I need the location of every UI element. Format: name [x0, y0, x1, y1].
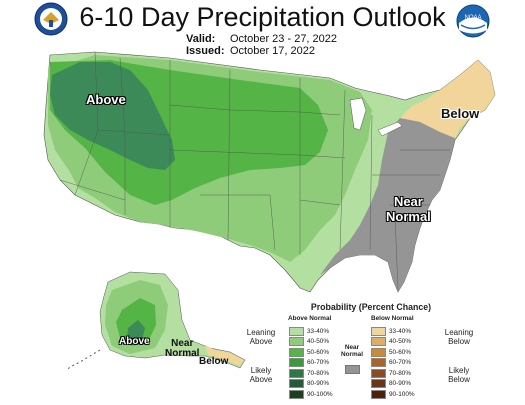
above-swatch [289, 379, 304, 389]
label-above-alaska: Above [119, 336, 150, 347]
above-swatch-label: 90-100% [307, 390, 333, 398]
leaning-below-line1: Leaning [444, 328, 474, 337]
legend-near-normal-header: Near Normal [340, 344, 364, 358]
below-swatch-row: 90-100% [371, 389, 415, 400]
above-swatch-row: 50-60% [289, 347, 333, 358]
below-swatch [371, 337, 386, 347]
noaa-logo-icon: NOAA [456, 4, 490, 38]
below-swatch-label: 40-50% [389, 338, 412, 346]
below-swatch-label: 33-40% [389, 327, 412, 335]
above-swatch-label: 70-80% [307, 369, 330, 377]
ak-near-line2: Normal [165, 348, 200, 359]
region-near-normal [320, 118, 455, 292]
label-near-normal-conus: Near Normal [386, 194, 431, 224]
label-near-normal-alaska: Near Normal [165, 339, 199, 359]
legend-near-line2: Normal [340, 351, 364, 358]
label-below-alaska: Below [199, 356, 229, 367]
below-swatch [371, 368, 386, 378]
great-lakes [349, 97, 367, 131]
below-swatch-row: 33-40% [371, 326, 415, 337]
below-swatch [371, 326, 386, 336]
legend-near-normal-swatch [345, 365, 360, 374]
above-swatch [289, 347, 304, 357]
leaning-above-line1: Leaning [246, 328, 276, 337]
below-swatch-row: 50-60% [371, 347, 415, 358]
above-swatch [289, 389, 304, 399]
likely-above-line2: Above [249, 375, 273, 384]
above-swatch-row: 40-50% [289, 337, 333, 348]
lake-erie [377, 121, 403, 137]
alaska-60-70 [127, 320, 145, 343]
legend-above-column: 33-40% 40-50% 50-60% 60-70% 70-80% 80-90% 90-1… [289, 326, 333, 400]
below-swatch [371, 358, 386, 368]
below-swatch-label: 90-100% [389, 390, 415, 398]
above-swatch-row: 60-70% [289, 358, 333, 369]
above-swatch [289, 358, 304, 368]
legend-title: Probability (Percent Chance) [310, 302, 432, 312]
legend-near-line1: Near [344, 344, 360, 351]
issued-value: October 17, 2022 [230, 45, 316, 57]
above-swatch [289, 337, 304, 347]
near-normal-line2: Normal [386, 209, 431, 224]
legend-below-header: Below Normal [371, 315, 414, 322]
below-swatch-row: 80-90% [371, 379, 415, 390]
above-swatch-label: 50-60% [307, 348, 330, 356]
label-below-northeast: Below [441, 106, 480, 121]
below-swatch-row: 70-80% [371, 368, 415, 379]
above-swatch [289, 326, 304, 336]
valid-key: Valid: [186, 33, 216, 45]
above-swatch-row: 80-90% [289, 379, 333, 390]
above-swatch-label: 40-50% [307, 338, 330, 346]
below-swatch-label: 70-80% [389, 369, 412, 377]
leaning-below-line2: Below [448, 337, 470, 346]
legend-likely-above: Likely Above [241, 366, 281, 384]
alaska-below [205, 345, 244, 366]
above-swatch-row: 70-80% [289, 368, 333, 379]
noaa-logo-text: NOAA [464, 15, 481, 21]
likely-below-line2: Below [448, 375, 470, 384]
below-swatch-label: 60-70% [389, 359, 412, 367]
above-swatch-label: 80-90% [307, 380, 330, 388]
map-title: 6-10 Day Precipitation Outlook [79, 2, 446, 32]
legend-leaning-above: Leaning Above [241, 328, 281, 346]
date-block: Valid: October 23 - 27, 2022 Issued: Octob… [186, 33, 337, 57]
above-swatch-row: 90-100% [289, 389, 333, 400]
alaska-aleutians [65, 349, 101, 371]
legend-below-column: 33-40% 40-50% 50-60% 60-70% 70-80% 80-90% 90-1… [371, 326, 415, 400]
above-swatch-row: 33-40% [289, 326, 333, 337]
likely-below-line1: Likely [448, 366, 470, 375]
region-60-70-above [50, 62, 175, 170]
legend-leaning-below: Leaning Below [439, 328, 479, 346]
below-swatch [371, 389, 386, 399]
above-swatch-label: 60-70% [307, 359, 330, 367]
likely-above-line1: Likely [250, 366, 272, 375]
below-swatch-row: 60-70% [371, 358, 415, 369]
below-swatch-row: 40-50% [371, 337, 415, 348]
above-swatch [289, 368, 304, 378]
legend: Probability (Percent Chance) Above Norma… [243, 300, 481, 404]
issued-key: Issued: [186, 45, 225, 57]
state-borders [59, 51, 450, 291]
leaning-above-line2: Above [249, 337, 273, 346]
legend-above-header: Above Normal [288, 315, 332, 322]
commerce-seal-icon [34, 2, 68, 36]
region-below-northeast [400, 60, 495, 138]
near-normal-line1: Near [393, 194, 423, 209]
label-above-conus: Above [86, 92, 126, 107]
below-swatch-label: 80-90% [389, 380, 412, 388]
above-swatch-label: 33-40% [307, 327, 330, 335]
legend-likely-below: Likely Below [439, 366, 479, 384]
below-swatch-label: 50-60% [389, 348, 412, 356]
below-swatch [371, 379, 386, 389]
below-swatch [371, 347, 386, 357]
valid-value: October 23 - 27, 2022 [230, 33, 338, 45]
ak-near-line1: Near [171, 338, 194, 349]
